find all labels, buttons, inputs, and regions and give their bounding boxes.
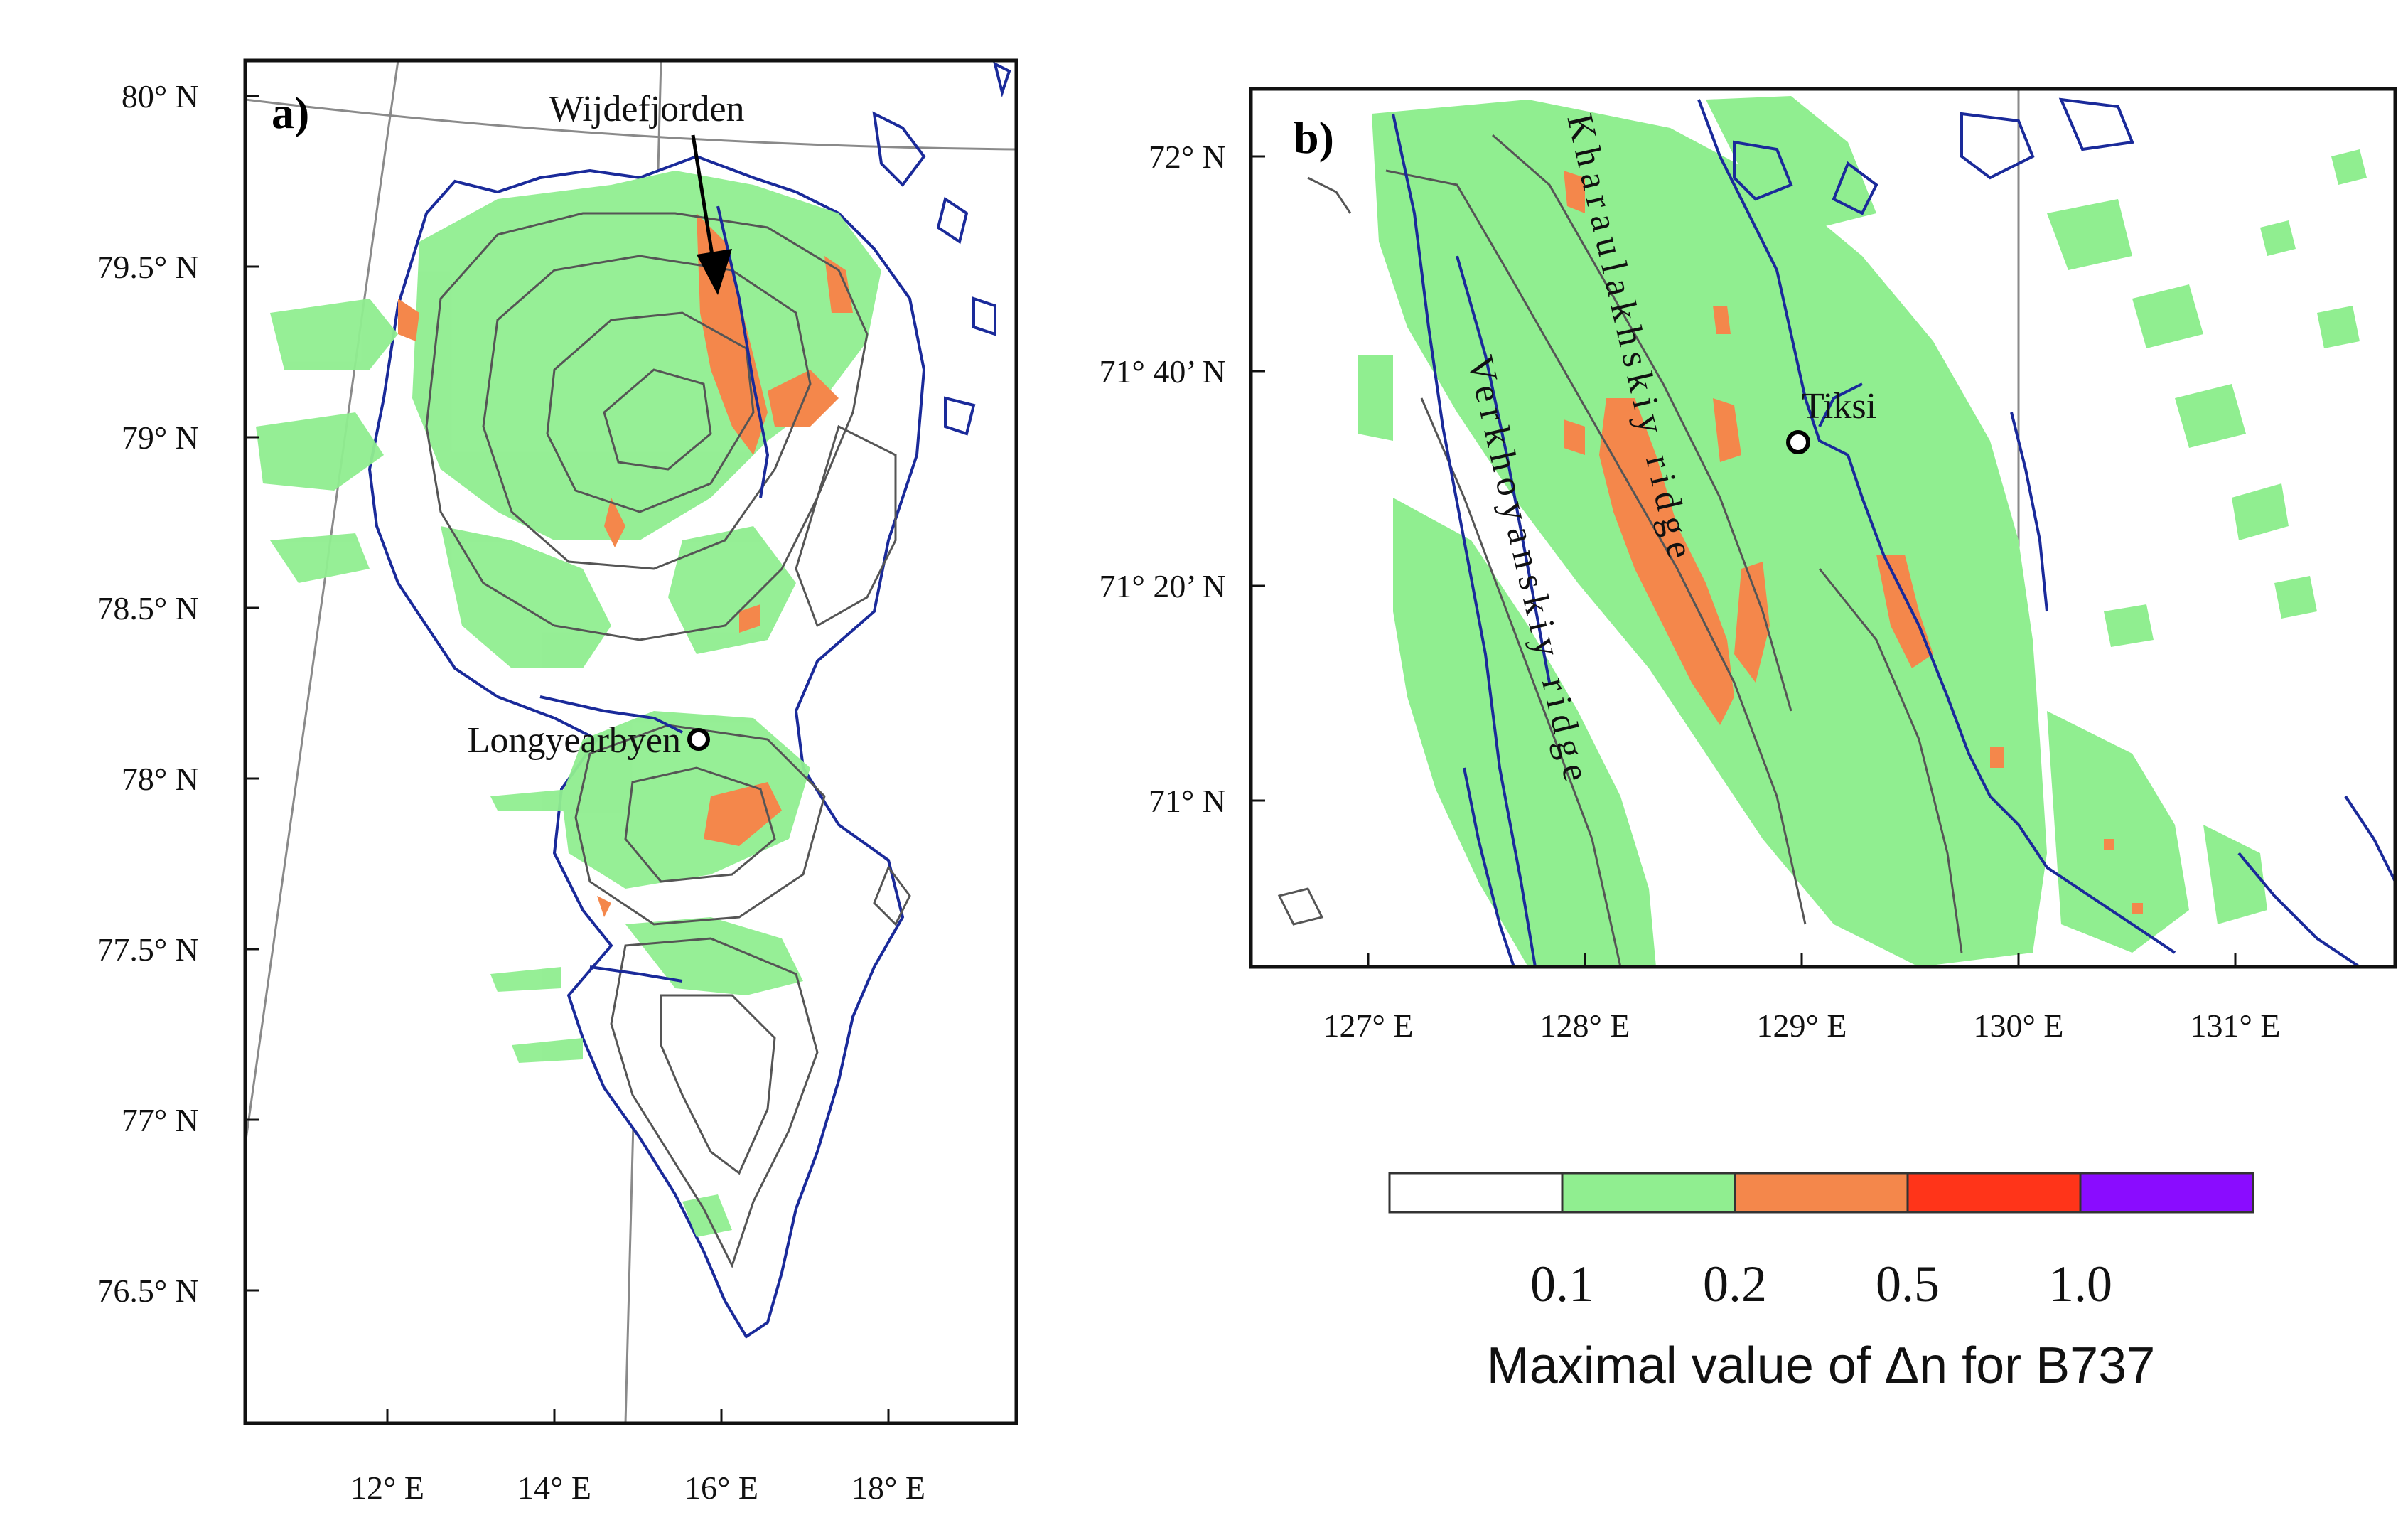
tiksi-label: Tiksi: [1802, 386, 1876, 427]
panel-b-frame: [1249, 87, 2397, 969]
panel-a-terrain-contours: [425, 212, 911, 1268]
longyearbyen-point: [687, 728, 710, 751]
panel-a-lon-tick-label: 16° E: [684, 1470, 758, 1506]
panel-a-coast-details: [539, 61, 1011, 983]
panel-b-lat-tick-label: 71° 20’ N: [1099, 568, 1226, 604]
colorbar-tick-label: 1.0: [2048, 1256, 2112, 1312]
panel-a-lat-tick-label: 76.5° N: [97, 1273, 199, 1309]
colorbar-bin: [1734, 1172, 1909, 1214]
colorbar-bin: [1906, 1172, 2082, 1214]
panel-b-label: b): [1294, 112, 1334, 163]
panel-b-lon-tick-label: 129° E: [1757, 1007, 1847, 1044]
panel-b-terrain-contours: [1277, 134, 1963, 967]
tiksi-marker: Tiksi: [1786, 386, 1876, 454]
colorbar-tick-label: 0.5: [1876, 1256, 1940, 1312]
panel-b-lon-tick-label: 130° E: [1974, 1007, 2064, 1044]
panel-b-lat-tick-label: 71° N: [1149, 783, 1226, 819]
panel-a-lon-tick-label: 18° E: [851, 1470, 925, 1506]
panel-a-lat-tick-label: 79° N: [122, 419, 199, 456]
panel-b-lon-tick-label: 131° E: [2191, 1007, 2281, 1044]
panel-a-lon-tick-label: 12° E: [350, 1470, 424, 1506]
panel-a-map: [245, 60, 1016, 1423]
longyearbyen-marker: Longyearbyen: [468, 720, 710, 761]
panel-a-lat-tick-label: 77.5° N: [97, 931, 199, 968]
panel-a-low-turbulence-zones: [256, 171, 881, 1237]
panel-a-lat-axis: 80° N 79.5° N 79° N 78.5° N 78° N 77.5° …: [97, 78, 259, 1309]
panel-b-map: [1277, 89, 2395, 967]
panel-a-lon-axis: 12° E 14° E 16° E 18° E: [350, 1409, 925, 1506]
panel-a-lat-tick-label: 78° N: [122, 761, 199, 797]
longyearbyen-label: Longyearbyen: [468, 720, 681, 761]
colorbar: 0.1 0.2 0.5 1.0 Maximal value of Δn for …: [1388, 1172, 2254, 1394]
colorbar-tick-label: 0.1: [1530, 1256, 1594, 1312]
panel-a: a) 80° N 79.5° N 79° N 78.5° N 78° N 77.…: [97, 58, 1018, 1506]
wijdefjorden-arrowhead: [697, 249, 732, 295]
panel-b-lon-axis: 127° E 128° E 129° E 130° E 131° E: [1323, 953, 2281, 1044]
panel-a-lat-tick-label: 78.5° N: [97, 590, 199, 626]
colorbar-title: Maximal value of Δn for B737: [1487, 1337, 2156, 1394]
panel-a-frame: [243, 58, 1018, 1425]
panel-b: b) 72° N 71° 40’ N 71° 20’ N 71° N 127° …: [1099, 87, 2397, 1044]
panel-b-lat-axis: 72° N 71° 40’ N 71° 20’ N 71° N: [1099, 139, 1265, 819]
tiksi-point: [1786, 430, 1810, 454]
panel-a-lat-tick-label: 80° N: [122, 78, 199, 114]
colorbar-bin: [1561, 1172, 1736, 1214]
panel-b-lat-tick-label: 71° 40’ N: [1099, 353, 1226, 390]
wijdefjorden-marker: Wijdefjorden: [549, 89, 745, 295]
colorbar-bin: [1388, 1172, 1564, 1214]
panel-b-lon-tick-label: 127° E: [1323, 1007, 1414, 1044]
panel-b-coastline: [1392, 97, 2395, 967]
panel-a-label: a): [272, 87, 309, 138]
panel-b-moderate-turbulence-zones: [1564, 171, 2143, 914]
panel-a-lat-tick-label: 77° N: [122, 1102, 199, 1138]
panel-b-lon-tick-label: 128° E: [1540, 1007, 1630, 1044]
colorbar-bin: [2079, 1172, 2254, 1214]
panel-b-lat-tick-label: 72° N: [1149, 139, 1226, 175]
wijdefjorden-arrow: [691, 134, 715, 260]
panel-a-lon-tick-label: 14° E: [517, 1470, 591, 1506]
colorbar-tick-label: 0.2: [1703, 1256, 1767, 1312]
panel-a-lat-tick-label: 79.5° N: [97, 249, 199, 285]
wijdefjorden-label: Wijdefjorden: [549, 89, 744, 129]
